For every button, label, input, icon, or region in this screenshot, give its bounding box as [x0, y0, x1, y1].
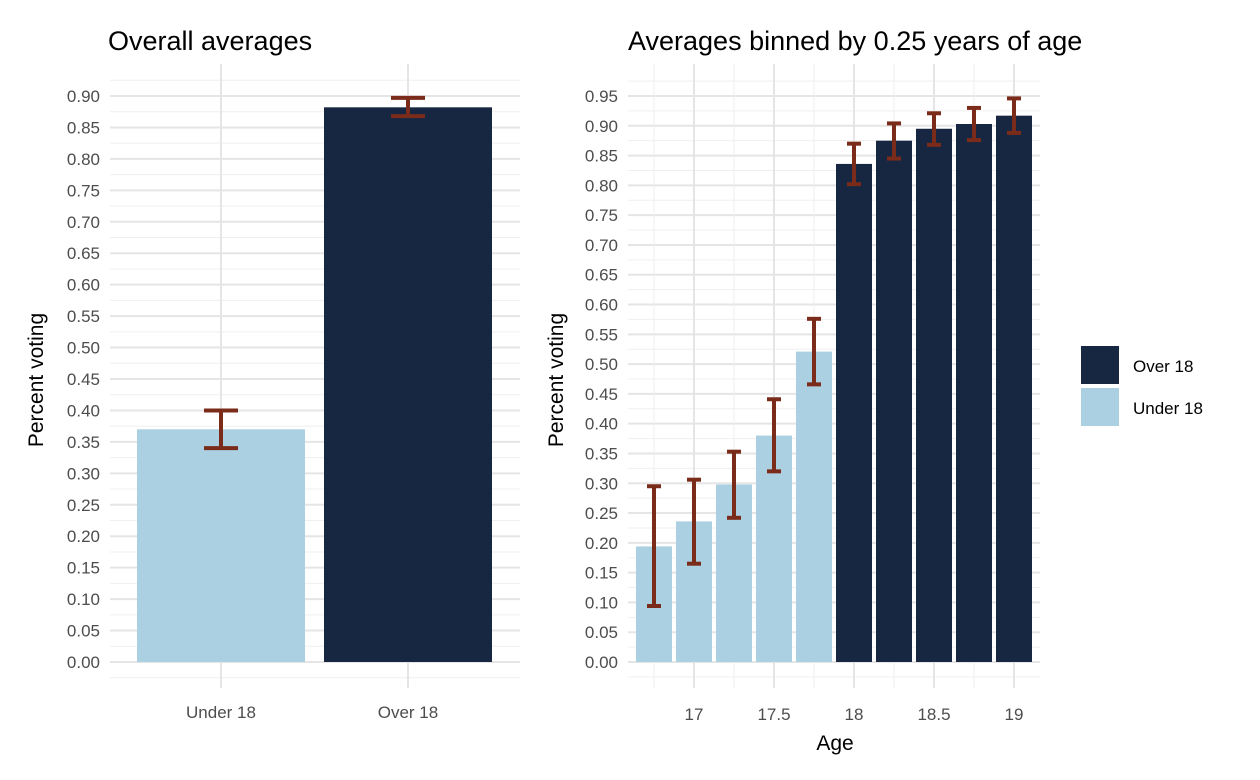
y-tick-label: 0.05: [585, 623, 618, 642]
y-tick-label: 0.10: [67, 590, 100, 609]
error-bar-over-18: [391, 95, 425, 119]
chart-title-overall: Overall averages: [108, 26, 312, 56]
x-tick-label: Over 18: [378, 703, 438, 722]
y-tick-label: 0.90: [585, 117, 618, 136]
y-tick-label: 0.25: [67, 496, 100, 515]
y-tick-label: 0.65: [585, 266, 618, 285]
y-tick-label: 0.80: [585, 176, 618, 195]
x-tick-labels-overall: Under 18 Over 18: [186, 703, 438, 722]
y-tick-label: 0.35: [585, 444, 618, 463]
y-tick-label: 0.45: [585, 385, 618, 404]
x-axis-label-binned: Age: [816, 732, 853, 755]
bar-age-19: [996, 115, 1032, 662]
x-tick-label: 17.5: [757, 705, 790, 724]
y-tick-label: 0.25: [585, 504, 618, 523]
y-tick-label: 0.95: [585, 87, 618, 106]
legend-label-over-18: Over 18: [1133, 357, 1193, 376]
y-tick-label: 0.20: [67, 527, 100, 546]
y-tick-label: 0.75: [585, 206, 618, 225]
y-tick-label: 0.20: [585, 534, 618, 553]
x-tick-label: 17: [685, 705, 704, 724]
y-tick-label: 0.90: [67, 87, 100, 106]
x-tick-labels-binned: 17 17.5 18 18.5 19: [685, 705, 1024, 724]
y-tick-label: 0.85: [585, 147, 618, 166]
bar-age-18-75: [956, 124, 992, 663]
error-bar-age-16-75: [647, 484, 661, 608]
y-tick-label: 0.15: [67, 559, 100, 578]
panel-overall-averages: Overall averages 0.00 0.05 0.10 0.15 0.20 0.2…: [25, 26, 520, 722]
y-tick-label: 0.50: [585, 355, 618, 374]
error-bar-age-18: [847, 141, 861, 187]
y-tick-label: 0.15: [585, 564, 618, 583]
y-tick-label: 0.60: [585, 296, 618, 315]
error-bars-overall: [204, 95, 425, 451]
y-axis-label-overall: Percent voting: [25, 313, 48, 447]
y-tick-label: 0.55: [585, 325, 618, 344]
bar-under-18: [137, 429, 305, 662]
bar-over-18: [324, 107, 492, 662]
bars-overall: [137, 107, 492, 662]
error-bar-under-18: [204, 408, 238, 451]
x-tick-label: 18: [845, 705, 864, 724]
bars-binned: [636, 115, 1032, 663]
y-tick-label: 0.75: [67, 181, 100, 200]
y-tick-label: 0.35: [67, 433, 100, 452]
y-tick-label: 0.40: [67, 401, 100, 420]
y-tick-label: 0.40: [585, 415, 618, 434]
y-tick-label: 0.85: [67, 118, 100, 137]
y-tick-label: 0.70: [67, 213, 100, 232]
x-tick-label: Under 18: [186, 703, 256, 722]
bar-age-18-5: [916, 128, 952, 662]
error-bar-age-17-75: [807, 316, 821, 387]
error-bars-binned: [647, 96, 1021, 608]
error-bar-age-17-25: [727, 449, 741, 520]
error-bar-age-18-5: [927, 111, 941, 147]
y-axis-label-binned: Percent voting: [545, 313, 568, 447]
y-tick-label: 0.10: [585, 593, 618, 612]
error-bar-age-18-25: [887, 121, 901, 161]
bar-age-18: [836, 163, 872, 663]
bar-age-17-75: [796, 351, 832, 662]
y-tick-label: 0.65: [67, 244, 100, 263]
x-tick-label: 19: [1005, 705, 1024, 724]
legend-key-under-18: [1081, 388, 1119, 426]
error-bar-age-19: [1007, 96, 1021, 135]
y-tick-label: 0.50: [67, 339, 100, 358]
y-tick-label: 0.60: [67, 276, 100, 295]
y-tick-labels-overall: 0.00 0.05 0.10 0.15 0.20 0.25 0.30 0.35 0.40 0.45…: [67, 87, 100, 672]
legend-key-over-18: [1081, 346, 1119, 384]
y-tick-label: 0.55: [67, 307, 100, 326]
y-tick-label: 0.00: [67, 653, 100, 672]
y-tick-labels-binned: 0.00 0.05 0.10 0.15 0.20 0.25 0.30 0.35 0.40 0.45…: [585, 87, 618, 672]
y-tick-label: 0.30: [67, 464, 100, 483]
error-bar-age-18-75: [967, 105, 981, 143]
legend: Over 18 Under 18: [1081, 346, 1203, 426]
y-tick-label: 0.80: [67, 150, 100, 169]
y-tick-label: 0.70: [585, 236, 618, 255]
error-bar-age-17-5: [767, 397, 781, 474]
chart-title-binned: Averages binned by 0.25 years of age: [628, 26, 1082, 56]
panel-binned-averages: Averages binned by 0.25 years of age 0.0…: [545, 26, 1082, 755]
bar-age-18-25: [876, 140, 912, 662]
y-tick-label: 0.45: [67, 370, 100, 389]
y-tick-label: 0.30: [585, 474, 618, 493]
error-bar-age-17: [687, 477, 701, 566]
y-tick-label: 0.05: [67, 622, 100, 641]
y-tick-label: 0.00: [585, 653, 618, 672]
x-tick-label: 18.5: [917, 705, 950, 724]
legend-label-under-18: Under 18: [1133, 399, 1203, 418]
